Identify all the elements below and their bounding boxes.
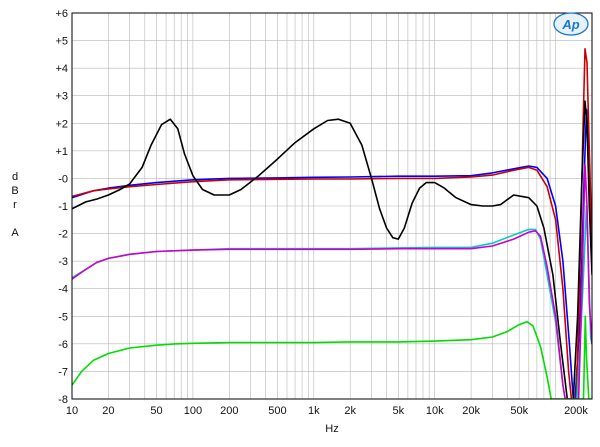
series-line-4 (72, 205, 592, 399)
x-tick-label: 20k (462, 405, 480, 417)
y-axis-title: dBr A (11, 171, 19, 239)
y-tick-label: -4 (58, 284, 68, 296)
y-axis-title-letter: r (13, 199, 17, 211)
x-tick-label: 20 (102, 405, 114, 417)
series-line-1 (72, 108, 592, 399)
series-group (72, 48, 592, 399)
x-tick-label: 200 (220, 405, 238, 417)
y-axis-title-letter: d (12, 171, 18, 183)
x-tick-label: 5k (392, 405, 404, 417)
x-axis-title: Hz (325, 423, 338, 435)
y-tick-label: -6 (58, 339, 68, 351)
x-tick-label: 500 (268, 405, 286, 417)
ap-logo-text: Ap (561, 17, 579, 32)
x-tick-label: 10k (426, 405, 444, 417)
x-tick-labels: 10 20 50 100 200 500 1k 2k 5k 10k 20k 50k 200k (66, 405, 589, 417)
y-tick-label: +2 (55, 118, 68, 130)
x-tick-label: 2k (344, 405, 356, 417)
x-tick-label: 10 (66, 405, 78, 417)
x-tick-label: 50k (510, 405, 528, 417)
x-tick-label: 50 (150, 405, 162, 417)
x-tick-label: 100 (184, 405, 202, 417)
plot-frame (71, 12, 593, 400)
y-tick-label: +6 (55, 8, 68, 20)
y-tick-labels: +6 +5 +4 +3 +2 +1 -0 -1 -2 -3 -4 -5 -6 -7 -8 (55, 8, 68, 406)
grid (72, 13, 592, 399)
y-tick-label: +5 (55, 36, 68, 48)
x-tick-label: 1k (308, 405, 320, 417)
y-tick-label: -0 (58, 173, 68, 185)
y-tick-label: +3 (55, 91, 68, 103)
y-tick-label: -1 (58, 201, 68, 213)
y-axis-title-letter: A (11, 227, 19, 239)
y-tick-label: -5 (58, 311, 68, 323)
y-tick-label: -8 (58, 394, 68, 406)
y-tick-label: -3 (58, 256, 68, 268)
y-tick-label: -2 (58, 229, 68, 241)
y-axis-title-letter: B (11, 185, 18, 197)
y-tick-label: +1 (55, 146, 68, 158)
y-tick-label: +4 (55, 63, 68, 75)
series-line-6 (72, 315, 592, 399)
series-line-5 (72, 163, 592, 399)
series-line-3 (72, 100, 592, 399)
ap-logo: Ap (553, 12, 589, 36)
y-tick-label: -7 (58, 366, 68, 378)
x-tick-label: 200k (564, 405, 588, 417)
